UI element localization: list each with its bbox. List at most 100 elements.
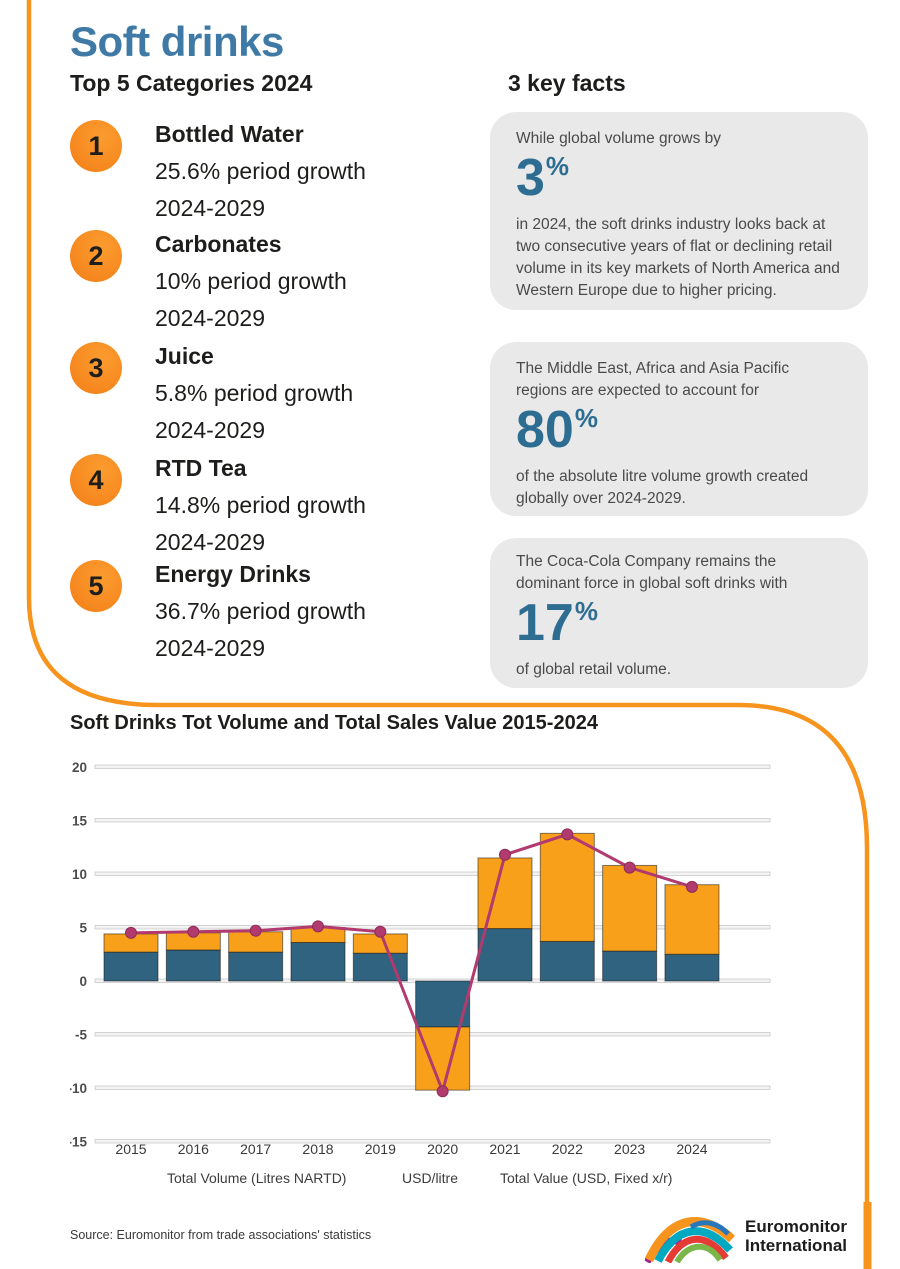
- value-line-marker: [623, 861, 636, 874]
- value-line-marker: [311, 920, 324, 933]
- fact-body: in 2024, the soft drinks industry looks …: [516, 216, 840, 299]
- percent-sign: %: [574, 403, 598, 433]
- growth-combo-chart: 20151050-5-10-15201520162017201820192020…: [70, 760, 771, 1186]
- key-facts-heading: 3 key facts: [508, 70, 626, 96]
- fact-body: of the absolute litre volume growth crea…: [516, 468, 809, 507]
- x-axis-tick: 2016: [178, 1141, 209, 1157]
- legend-item: Total Value (USD, Fixed x/r): [500, 1170, 672, 1186]
- y-axis-tick: -5: [75, 1028, 87, 1043]
- y-axis-tick: 10: [72, 867, 87, 882]
- category-growth: 10% period growth: [155, 268, 347, 294]
- value-line-marker: [561, 828, 574, 841]
- x-axis-tick: 2018: [302, 1141, 333, 1157]
- bar-price: [664, 884, 720, 955]
- rank-badge: 3: [70, 342, 122, 394]
- rank-badge: 1: [70, 120, 122, 172]
- y-axis-tick: 15: [72, 814, 88, 829]
- category-growth: 25.6% period growth: [155, 158, 366, 184]
- fact-card-volume: While global volume grows by 3% in 2024,…: [490, 112, 868, 310]
- categories-heading: Top 5 Categories 2024: [70, 70, 313, 96]
- bar-volume: [477, 928, 533, 982]
- rank-badge: 2: [70, 230, 122, 282]
- fact-intro: The Middle East, Africa and Asia Pacific…: [516, 360, 790, 399]
- x-axis-tick: 2022: [552, 1141, 583, 1157]
- bar-price: [477, 857, 533, 930]
- category-name: Carbonates: [155, 231, 282, 257]
- fact-intro: The Coca-Cola Company remains the domina…: [516, 553, 788, 592]
- category-item-3: 3 Juice 5.8% period growth 2024-2029: [70, 338, 470, 448]
- bar-volume: [165, 949, 221, 982]
- category-name: Energy Drinks: [155, 561, 311, 587]
- rank-badge: 4: [70, 454, 122, 506]
- percent-sign: %: [545, 151, 570, 181]
- bar-volume: [602, 950, 658, 982]
- fact-card-regions: The Middle East, Africa and Asia Pacific…: [490, 342, 868, 516]
- x-axis-tick: 2020: [427, 1141, 458, 1157]
- fact-card-coca-cola: The Coca-Cola Company remains the domina…: [490, 538, 868, 688]
- y-axis-tick: -10: [70, 1081, 87, 1096]
- gridline: [94, 1139, 771, 1144]
- bar-volume: [539, 940, 595, 982]
- category-period: 2024-2029: [155, 635, 265, 661]
- page-title: Soft drinks: [70, 18, 284, 65]
- category-item-5: 5 Energy Drinks 36.7% period growth 2024…: [70, 556, 470, 666]
- value-line-marker: [374, 925, 387, 938]
- category-name: Juice: [155, 343, 214, 369]
- value-line-marker: [125, 926, 137, 939]
- value-line-marker: [249, 924, 262, 937]
- bar-volume: [103, 951, 159, 982]
- category-growth: 5.8% period growth: [155, 380, 354, 406]
- category-growth: 14.8% period growth: [155, 492, 366, 518]
- value-line: [130, 832, 693, 1097]
- value-line-marker: [685, 880, 698, 893]
- category-period: 2024-2029: [155, 305, 265, 331]
- fact-body: of global retail volume.: [516, 661, 672, 678]
- bar-volume: [664, 953, 720, 982]
- value-line-marker: [187, 925, 200, 938]
- source-note: Source: Euromonitor from trade associati…: [70, 1228, 372, 1242]
- x-axis-tick: 2017: [240, 1141, 271, 1157]
- category-name: RTD Tea: [155, 455, 247, 481]
- percent-sign: %: [574, 596, 598, 626]
- x-axis-tick: 2023: [614, 1141, 645, 1157]
- legend-item: Total Volume (Litres NARTD): [167, 1170, 346, 1186]
- y-axis-tick: 0: [79, 974, 87, 989]
- fact-stat: 80%: [516, 401, 598, 459]
- fact-stat: 17%: [516, 594, 598, 652]
- x-axis-tick: 2024: [676, 1141, 707, 1157]
- euromonitor-logo-icon: [645, 1217, 736, 1263]
- logo-text: Euromonitor International: [745, 1217, 848, 1255]
- y-axis-tick: -15: [70, 1135, 87, 1150]
- category-period: 2024-2029: [155, 417, 265, 443]
- bar-price: [602, 864, 658, 952]
- euromonitor-logo: Euromonitor International: [645, 1208, 860, 1264]
- category-growth: 36.7% period growth: [155, 598, 366, 624]
- category-period: 2024-2029: [155, 529, 265, 555]
- y-axis-tick: 20: [72, 760, 87, 775]
- value-line-marker: [436, 1085, 449, 1098]
- gridline: [94, 818, 771, 823]
- bar-volume: [290, 941, 346, 982]
- legend-item: USD/litre: [402, 1170, 458, 1186]
- x-axis-tick: 2021: [489, 1141, 520, 1157]
- rank-badge: 5: [70, 560, 122, 612]
- category-item-4: 4 RTD Tea 14.8% period growth 2024-2029: [70, 450, 470, 560]
- chart-title: Soft Drinks Tot Volume and Total Sales V…: [70, 712, 598, 734]
- gridline: [94, 925, 771, 930]
- y-axis-tick: 5: [79, 921, 87, 936]
- bar-volume: [228, 951, 284, 982]
- gridline: [94, 764, 771, 769]
- x-axis-tick: 2015: [115, 1141, 146, 1157]
- gridline: [94, 871, 771, 876]
- fact-intro: While global volume grows by: [516, 130, 722, 147]
- x-axis-tick: 2019: [365, 1141, 396, 1157]
- category-item-1: 1 Bottled Water 25.6% period growth 2024…: [70, 116, 470, 226]
- category-name: Bottled Water: [155, 121, 304, 147]
- fact-stat: 3%: [516, 149, 570, 207]
- bar-price: [539, 832, 595, 942]
- category-period: 2024-2029: [155, 195, 265, 221]
- value-line-marker: [498, 848, 511, 861]
- bar-price: [415, 1026, 471, 1091]
